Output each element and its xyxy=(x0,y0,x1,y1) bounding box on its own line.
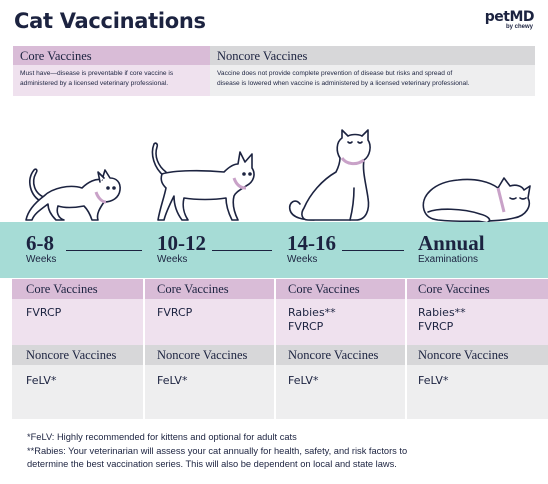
core-vaccines-label: Core Vaccines xyxy=(418,282,490,296)
age-unit: Weeks xyxy=(26,254,57,265)
logo-main-text: petMD xyxy=(484,9,535,25)
legend-core-desc-line-1: Must have—disease is preventable if core… xyxy=(20,70,174,77)
age-unit: Weeks xyxy=(157,254,188,265)
young-cat-icon xyxy=(151,142,255,221)
footnote-felv: *FeLV: Highly recommended for kittens an… xyxy=(27,432,297,442)
legend-core-header: Core Vaccines xyxy=(13,46,210,65)
core-vaccines-label: Core Vaccines xyxy=(288,282,360,296)
logo-sub-text: by chewy xyxy=(505,24,533,30)
core-vaccines-row xyxy=(12,299,548,345)
age-label-10-12: 10-12 Weeks xyxy=(157,232,206,265)
legend-noncore-desc-line-1: Vaccine does not provide complete preven… xyxy=(217,70,453,77)
sleeping-cat-icon xyxy=(422,177,531,223)
age-value: 10-12 xyxy=(157,231,206,255)
noncore-vaccines-header-row xyxy=(12,345,548,365)
age-divider-line xyxy=(66,250,142,251)
petmd-logo: petMD by chewy xyxy=(484,9,535,31)
legend-core-description: Must have—disease is preventable if core… xyxy=(13,65,210,96)
age-value: 14-16 xyxy=(287,231,336,255)
core-vaccine-list: FVRCP xyxy=(157,306,193,319)
noncore-vaccine-list: FeLV* xyxy=(26,374,57,387)
column-divider xyxy=(274,279,276,419)
legend-core-title: Core Vaccines xyxy=(20,49,92,63)
legend-noncore-description: Vaccine does not provide complete preven… xyxy=(210,65,535,96)
age-label-annual: Annual Examinations xyxy=(418,232,485,265)
age-divider-line xyxy=(342,250,404,251)
legend-noncore-title: Noncore Vaccines xyxy=(217,49,308,63)
age-unit: Examinations xyxy=(418,254,479,265)
noncore-vaccine-list: FeLV* xyxy=(157,374,188,387)
noncore-vaccine-list: FeLV* xyxy=(288,374,319,387)
noncore-vaccines-label: Noncore Vaccines xyxy=(157,348,248,362)
age-label-14-16: 14-16 Weeks xyxy=(287,232,336,265)
noncore-vaccines-label: Noncore Vaccines xyxy=(26,348,117,362)
core-vaccines-header-row xyxy=(12,279,548,299)
kitten-icon xyxy=(25,168,121,221)
core-vaccine-list: FVRCP xyxy=(26,306,62,319)
noncore-vaccines-label: Noncore Vaccines xyxy=(418,348,509,362)
age-unit: Weeks xyxy=(287,254,318,265)
vaccine-legend: Core Vaccines Noncore Vaccines Must have… xyxy=(13,46,535,96)
footnote-rabies-line-2: determine the best vaccination series. T… xyxy=(27,459,397,469)
cat-illustrations xyxy=(0,120,548,225)
core-vaccines-label: Core Vaccines xyxy=(157,282,229,296)
sitting-cat-icon xyxy=(288,129,371,221)
noncore-vaccines-row xyxy=(12,365,548,419)
footnote-rabies-line-1: **Rabies: Your veterinarian will assess … xyxy=(27,446,408,456)
core-vaccine-list: Rabies** FVRCP xyxy=(288,306,336,333)
core-vaccine-list: Rabies** FVRCP xyxy=(418,306,466,333)
legend-noncore-desc-line-2: disease is lowered when vaccine is admin… xyxy=(217,80,470,87)
legend-noncore-header: Noncore Vaccines xyxy=(210,46,535,65)
age-divider-line xyxy=(212,250,272,251)
noncore-vaccines-label: Noncore Vaccines xyxy=(288,348,379,362)
noncore-vaccine-list: FeLV* xyxy=(418,374,449,387)
page-title: Cat Vaccinations xyxy=(14,9,206,33)
legend-core-desc-line-2: administered by a licensed veterinary pr… xyxy=(20,80,169,87)
age-value: Annual xyxy=(418,231,485,255)
age-label-6-8: 6-8 Weeks xyxy=(26,232,56,265)
column-divider xyxy=(143,279,145,419)
age-value: 6-8 xyxy=(26,231,54,255)
core-vaccines-label: Core Vaccines xyxy=(26,282,98,296)
column-divider xyxy=(405,279,407,419)
